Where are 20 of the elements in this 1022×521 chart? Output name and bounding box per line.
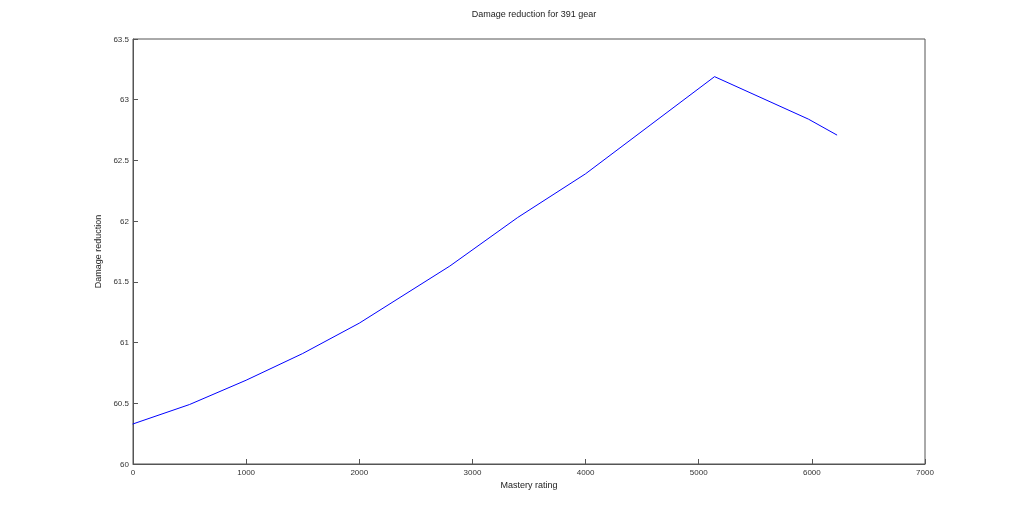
y-tick-label: 60.5 — [113, 398, 130, 408]
x-tick-label: 7000 — [916, 467, 935, 477]
y-tick-label: 61 — [120, 338, 130, 348]
x-axis-title: Mastery rating — [500, 480, 558, 491]
chart-title: Damage reduction for 391 gear — [471, 8, 597, 19]
y-tick-label: 63 — [120, 95, 130, 105]
y-tick-label: 62 — [120, 216, 130, 226]
x-tick-label: 0 — [130, 467, 136, 477]
y-tick-label: 61.5 — [113, 277, 130, 287]
x-tick-label: 4000 — [576, 467, 596, 477]
y-tick-label: 60 — [120, 459, 130, 469]
x-tick-label: 2000 — [350, 467, 369, 477]
x-tick-label: 5000 — [689, 467, 709, 477]
x-tick-label: 1000 — [237, 467, 256, 477]
y-tick-label: 62.5 — [113, 155, 130, 165]
y-axis-title: Damage reduction — [93, 214, 104, 289]
line-series — [132, 76, 838, 425]
x-tick-label: 3000 — [463, 467, 482, 477]
x-tick-label: 6000 — [802, 467, 822, 477]
y-tick-label: 63.5 — [113, 34, 130, 44]
